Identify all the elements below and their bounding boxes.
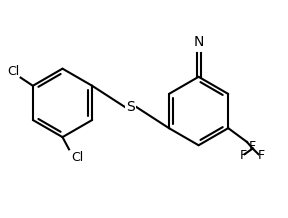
Text: S: S xyxy=(126,100,135,114)
Text: Cl: Cl xyxy=(7,65,19,78)
Text: N: N xyxy=(194,35,204,49)
Text: F: F xyxy=(257,149,264,162)
Text: Cl: Cl xyxy=(71,151,83,164)
Text: F: F xyxy=(239,149,247,162)
Text: F: F xyxy=(249,140,256,153)
